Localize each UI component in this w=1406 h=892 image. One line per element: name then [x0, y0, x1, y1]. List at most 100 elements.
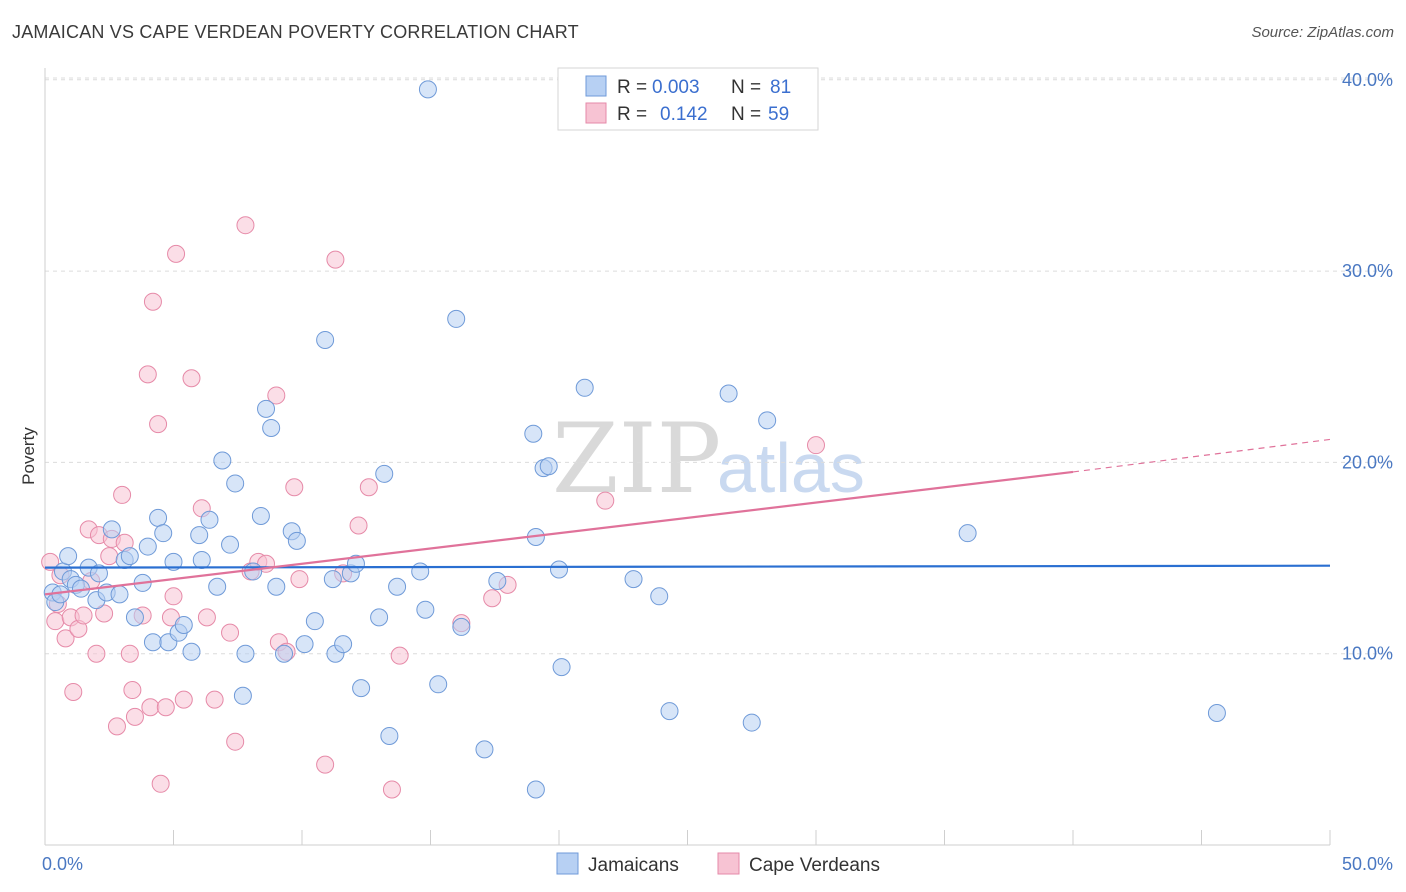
cape-verdean-point-56 — [483, 589, 502, 608]
cape-verdean-point-28 — [156, 698, 175, 717]
jamaican-point-2 — [51, 585, 70, 604]
trend-line-jamaicans — [44, 564, 1331, 569]
jamaican-point-36 — [244, 562, 263, 581]
jamaican-point-33 — [226, 474, 245, 493]
cape-verdean-point-48 — [316, 755, 335, 774]
x-tick-label-min: 0.0% — [42, 854, 83, 874]
jamaican-point-80 — [526, 780, 545, 799]
jamaican-point-38 — [257, 399, 276, 418]
legend-n-value-2: 59 — [768, 104, 789, 125]
jamaican-point-25 — [174, 616, 193, 635]
bottom-legend-swatch-cape-verdeans — [717, 852, 740, 875]
jamaican-point-19 — [143, 633, 162, 652]
cape-verdean-point-43 — [267, 386, 286, 405]
jamaican-point-27 — [190, 526, 209, 545]
cape-verdean-point-14 — [100, 547, 119, 566]
jamaican-point-37 — [251, 506, 270, 525]
legend-r-value-2: 0.142 — [660, 104, 708, 125]
jamaican-point-15 — [120, 547, 139, 566]
jamaican-point-78 — [958, 524, 977, 543]
y-tick-label-20: 20.0% — [1342, 452, 1393, 472]
jamaican-point-4 — [59, 547, 78, 566]
jamaican-point-53 — [370, 608, 389, 627]
cape-verdean-point-33 — [182, 369, 201, 388]
legend-r-value-1: 0.003 — [652, 77, 700, 98]
cape-verdean-point-0 — [41, 552, 60, 571]
cape-verdean-point-51 — [349, 516, 368, 535]
jamaican-point-76 — [742, 713, 761, 732]
legend-r-label-1: R = — [617, 77, 647, 98]
jamaican-point-44 — [295, 635, 314, 654]
bottom-legend-cape-verdeans: Cape Verdeans — [749, 855, 880, 876]
jamaican-point-39 — [262, 418, 281, 437]
x-ticks — [44, 830, 1331, 845]
jamaican-point-28 — [192, 550, 211, 569]
chart-title: JAMAICAN VS CAPE VERDEAN POVERTY CORRELA… — [12, 22, 579, 42]
jamaican-point-49 — [334, 635, 353, 654]
cape-verdean-point-31 — [167, 244, 186, 263]
legend-swatch-cape-verdeans — [585, 102, 607, 124]
jamaican-point-62 — [452, 617, 471, 636]
cape-verdean-point-1 — [46, 612, 65, 631]
jamaican-point-52 — [352, 679, 371, 698]
jamaican-point-47 — [323, 570, 342, 589]
jamaican-point-13 — [110, 585, 129, 604]
jamaican-point-18 — [138, 537, 157, 556]
jamaican-point-60 — [429, 675, 448, 694]
cape-verdean-point-38 — [226, 732, 245, 751]
jamaican-point-59 — [418, 80, 437, 99]
cape-verdean-point-46 — [285, 478, 304, 497]
cape-verdean-point-54 — [390, 646, 409, 665]
jamaican-point-64 — [488, 572, 507, 591]
jamaican-point-35 — [236, 644, 255, 663]
legend: R = 0.003 N = 81 R = 0.142 N = 59 — [557, 67, 819, 131]
jamaican-point-31 — [213, 451, 232, 470]
jamaican-point-21 — [154, 524, 173, 543]
y-tick-labels: 10.0% 20.0% 30.0% 40.0% — [1342, 70, 1393, 664]
cape-verdean-point-30 — [164, 587, 183, 606]
cape-verdean-point-11 — [87, 644, 106, 663]
cape-verdean-point-6 — [64, 682, 83, 701]
legend-n-label-1: N = — [731, 77, 761, 98]
cape-verdean-point-21 — [125, 707, 144, 726]
jamaican-point-32 — [221, 535, 240, 554]
cape-verdean-point-17 — [113, 485, 132, 504]
cape-verdean-point-13 — [95, 604, 114, 623]
jamaican-point-58 — [416, 600, 435, 619]
jamaican-point-45 — [305, 612, 324, 631]
y-axis-label: Poverty — [19, 427, 38, 485]
y-tick-label-40: 40.0% — [1342, 70, 1393, 90]
jamaican-point-12 — [102, 520, 121, 539]
jamaican-point-29 — [200, 510, 219, 529]
cape-verdean-point-4 — [56, 629, 75, 648]
trend-lines — [44, 438, 1331, 596]
cape-verdean-point-27 — [151, 774, 170, 793]
source-label: Source: ZipAtlas.com — [1251, 24, 1394, 41]
cape-verdean-point-53 — [382, 780, 401, 799]
jamaican-point-43 — [287, 531, 306, 550]
jamaican-point-23 — [164, 552, 183, 571]
jamaican-point-75 — [719, 384, 738, 403]
cape-verdean-point-8 — [74, 606, 93, 625]
legend-n-label-2: N = — [731, 104, 761, 125]
x-tick-label-max: 50.0% — [1342, 854, 1393, 874]
jamaican-point-57 — [411, 562, 430, 581]
y-tick-label-30: 30.0% — [1342, 261, 1393, 281]
cape-verdean-point-58 — [596, 491, 615, 510]
cape-verdean-point-24 — [141, 698, 160, 717]
jamaican-point-71 — [575, 378, 594, 397]
jamaican-point-73 — [650, 587, 669, 606]
watermark-zip: ZIP — [552, 403, 721, 515]
jamaican-point-63 — [475, 740, 494, 759]
legend-swatch-jamaicans — [585, 75, 607, 97]
trend-line-cape-verdeans — [44, 470, 1074, 596]
jamaican-point-61 — [447, 309, 466, 328]
jamaican-point-79 — [1207, 704, 1226, 723]
cape-verdean-point-20 — [123, 681, 142, 700]
jamaican-point-54 — [375, 464, 394, 483]
jamaican-point-30 — [208, 577, 227, 596]
jamaican-point-26 — [182, 642, 201, 661]
jamaican-point-69 — [550, 560, 568, 579]
jamaican-point-74 — [660, 702, 679, 721]
cape-verdean-point-26 — [149, 415, 168, 434]
